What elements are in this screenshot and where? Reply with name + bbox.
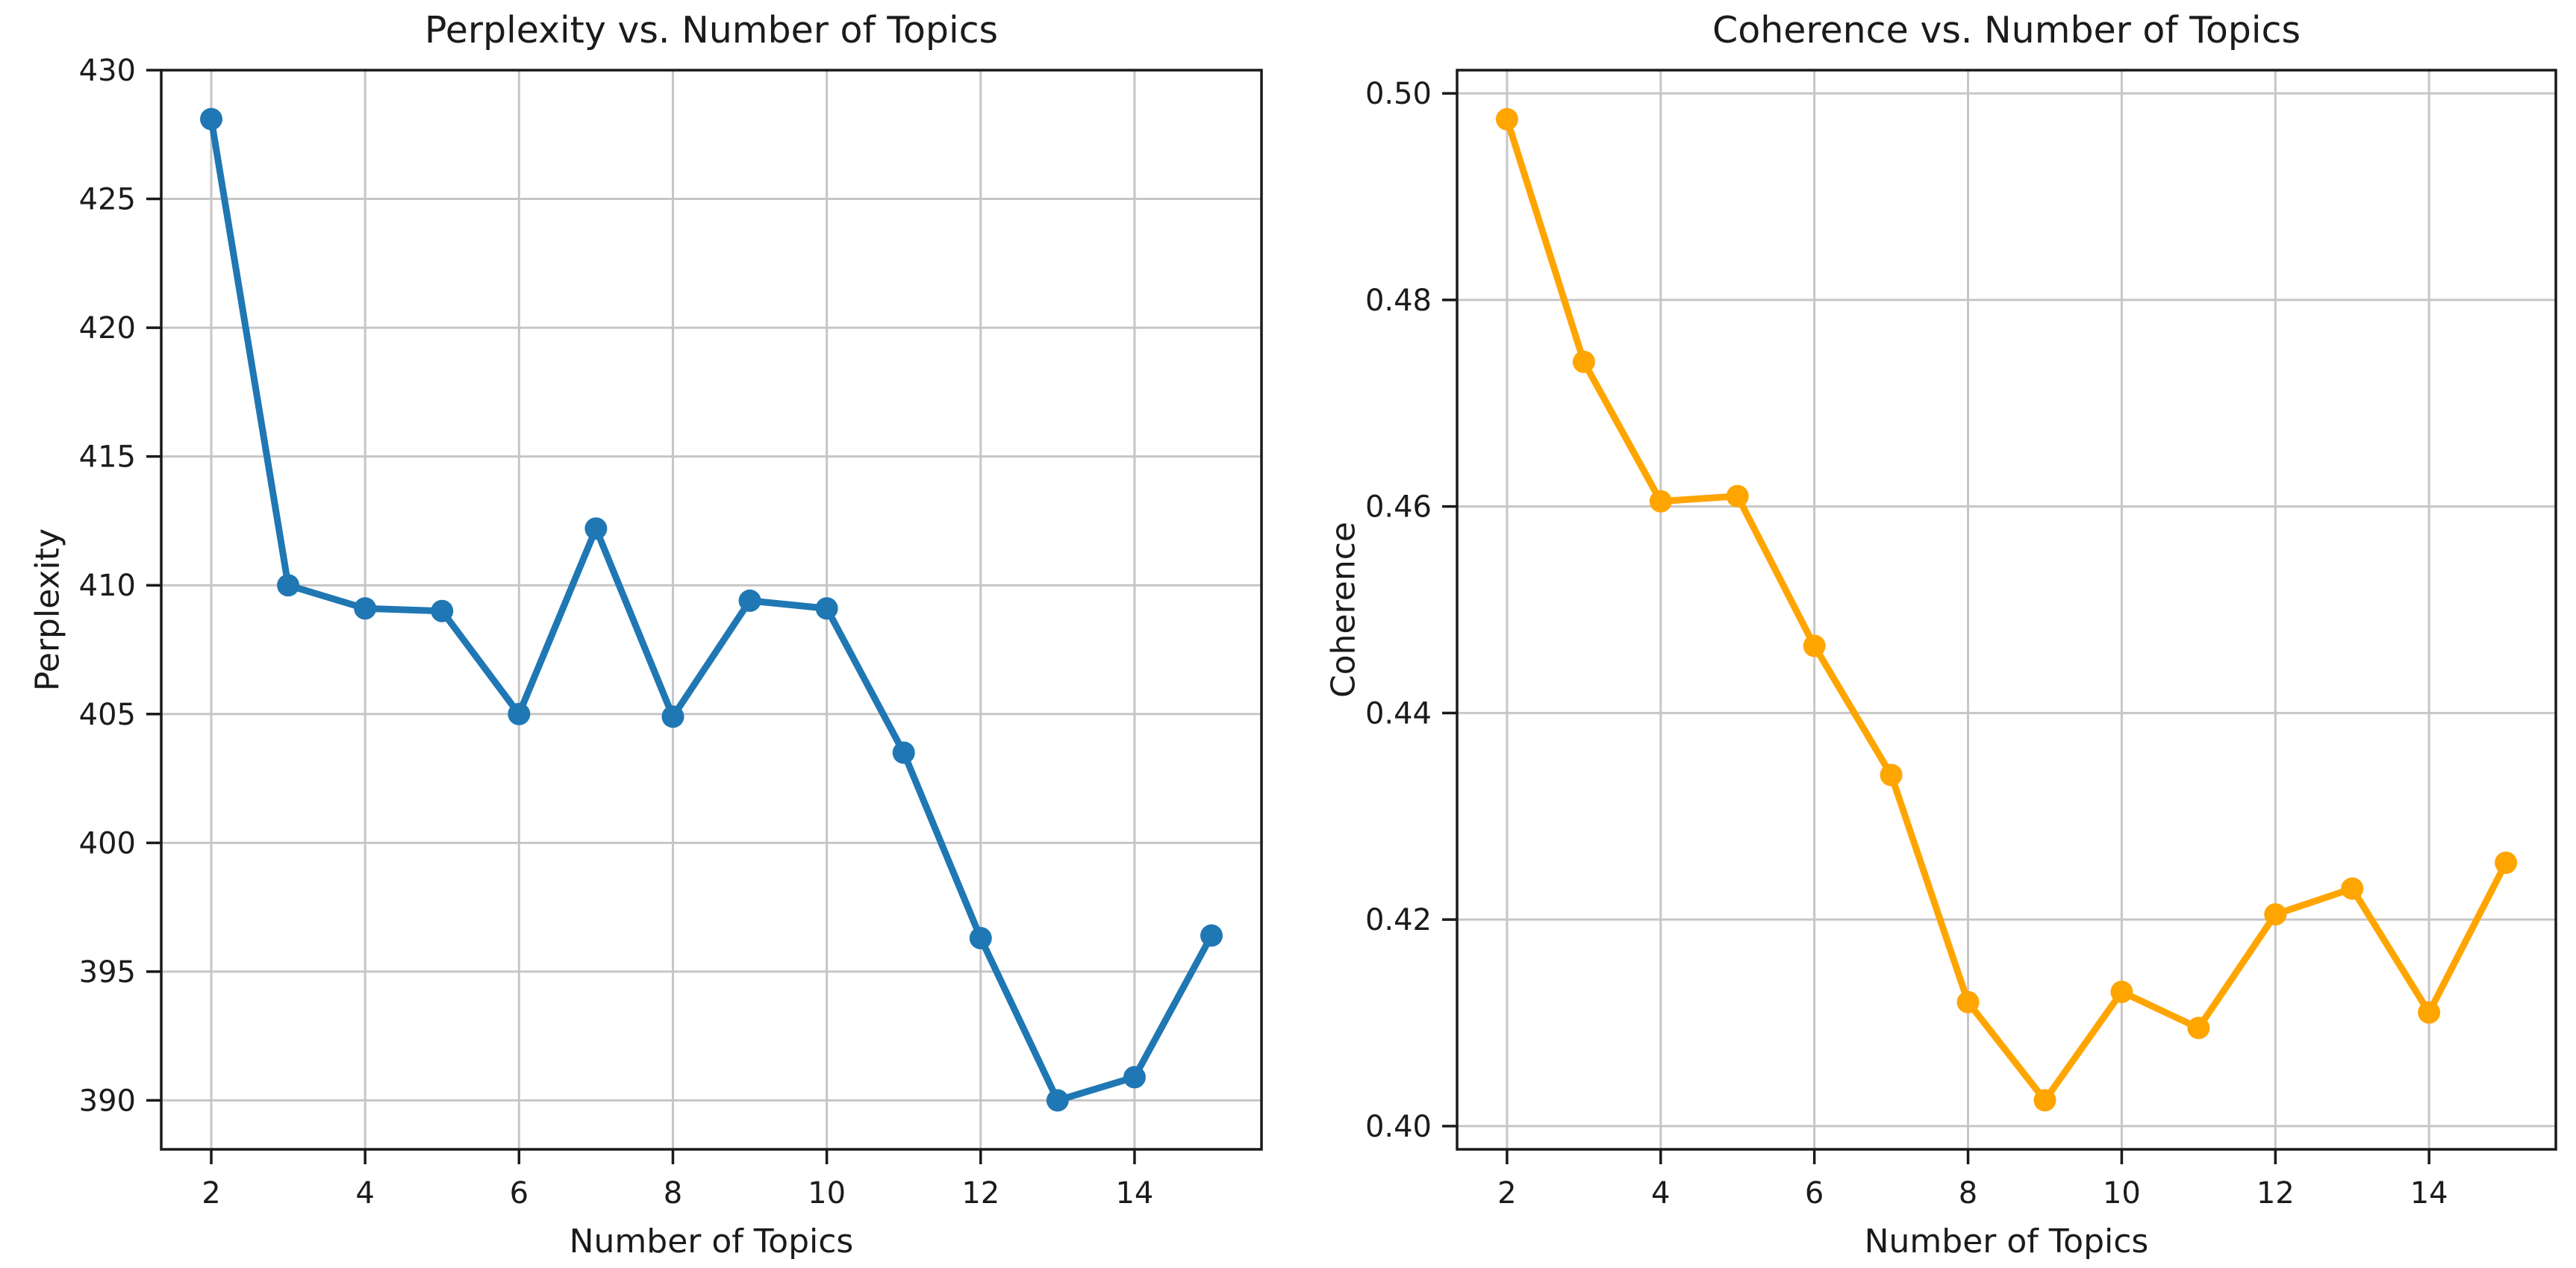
left-x-tick-label: 2 — [202, 1176, 220, 1211]
right-data-point — [2033, 1089, 2056, 1112]
left-y-tick-label: 410 — [79, 569, 136, 603]
left-y-tick-label: 430 — [79, 54, 136, 88]
left-x-tick-label: 14 — [1115, 1176, 1153, 1211]
left-x-tick-label: 8 — [664, 1176, 682, 1211]
left-data-point — [892, 741, 915, 764]
left-x-tick-label: 12 — [961, 1176, 999, 1211]
left-data-point — [584, 517, 608, 540]
right-data-point — [1726, 484, 1749, 507]
left-data-point — [1123, 1066, 1146, 1089]
right-data-point — [2495, 852, 2518, 875]
left-x-tick-label: 10 — [808, 1176, 846, 1211]
left-y-tick-label: 400 — [79, 826, 136, 861]
right-data-point — [1572, 350, 1595, 373]
right-plot-frame — [1456, 69, 2557, 1151]
right-data-point — [2418, 1001, 2441, 1024]
left-y-tick-label: 390 — [79, 1084, 136, 1118]
left-x-tick-label: 4 — [355, 1176, 374, 1211]
right-data-point — [2341, 877, 2364, 900]
right-y-axis-label: Coherence — [1324, 522, 1363, 698]
right-y-tick-label: 0.46 — [1365, 490, 1432, 525]
left-x-axis-label: Number of Topics — [569, 1222, 854, 1261]
right-data-point — [1803, 634, 1826, 658]
left-data-point — [354, 597, 377, 620]
left-plot-frame — [160, 69, 1263, 1151]
left-data-line — [208, 116, 1215, 1104]
left-data-point — [738, 589, 761, 612]
right-data-point — [1649, 490, 1672, 513]
right-y-tick-label: 0.40 — [1365, 1110, 1432, 1144]
right-y-tick-label: 0.50 — [1365, 77, 1432, 111]
right-data-line — [1503, 116, 2510, 1104]
left-data-point — [1046, 1089, 1069, 1112]
right-y-tick-label: 0.42 — [1365, 903, 1432, 937]
right-x-tick-label: 8 — [1959, 1176, 1977, 1211]
left-data-point — [661, 705, 684, 728]
left-data-point — [815, 597, 838, 620]
left-x-tick-label: 6 — [510, 1176, 528, 1211]
left-y-tick-label: 415 — [79, 440, 136, 475]
right-data-point — [2264, 903, 2287, 926]
right-x-tick-label: 12 — [2257, 1176, 2295, 1211]
right-x-tick-label: 10 — [2103, 1176, 2141, 1211]
right-data-point — [1495, 107, 1518, 131]
right-x-tick-label: 14 — [2410, 1176, 2448, 1211]
right-x-tick-label: 4 — [1651, 1176, 1670, 1211]
right-x-tick-label: 2 — [1497, 1176, 1516, 1211]
left-data-point — [1200, 924, 1223, 947]
right-data-point — [1956, 990, 1980, 1014]
left-data-point — [200, 107, 222, 131]
left-y-tick-label: 420 — [79, 311, 136, 346]
left-data-point — [969, 927, 992, 950]
left-y-axis-label: Perplexity — [28, 528, 67, 692]
right-y-tick-label: 0.44 — [1365, 696, 1432, 731]
left-data-point — [431, 599, 454, 622]
right-data-point — [2187, 1016, 2210, 1040]
right-x-tick-label: 6 — [1805, 1176, 1824, 1211]
left-y-tick-label: 425 — [79, 183, 136, 217]
left-chart-title: Perplexity vs. Number of Topics — [424, 9, 999, 51]
right-chart-title: Coherence vs. Number of Topics — [1712, 9, 2301, 51]
right-data-point — [1880, 763, 1903, 787]
left-y-tick-label: 395 — [79, 955, 136, 990]
right-data-point — [2110, 980, 2133, 1003]
left-data-point — [508, 702, 531, 725]
left-data-point — [277, 574, 300, 597]
right-x-axis-label: Number of Topics — [1864, 1222, 2149, 1261]
right-y-tick-label: 0.48 — [1365, 284, 1432, 318]
left-y-tick-label: 405 — [79, 698, 136, 732]
